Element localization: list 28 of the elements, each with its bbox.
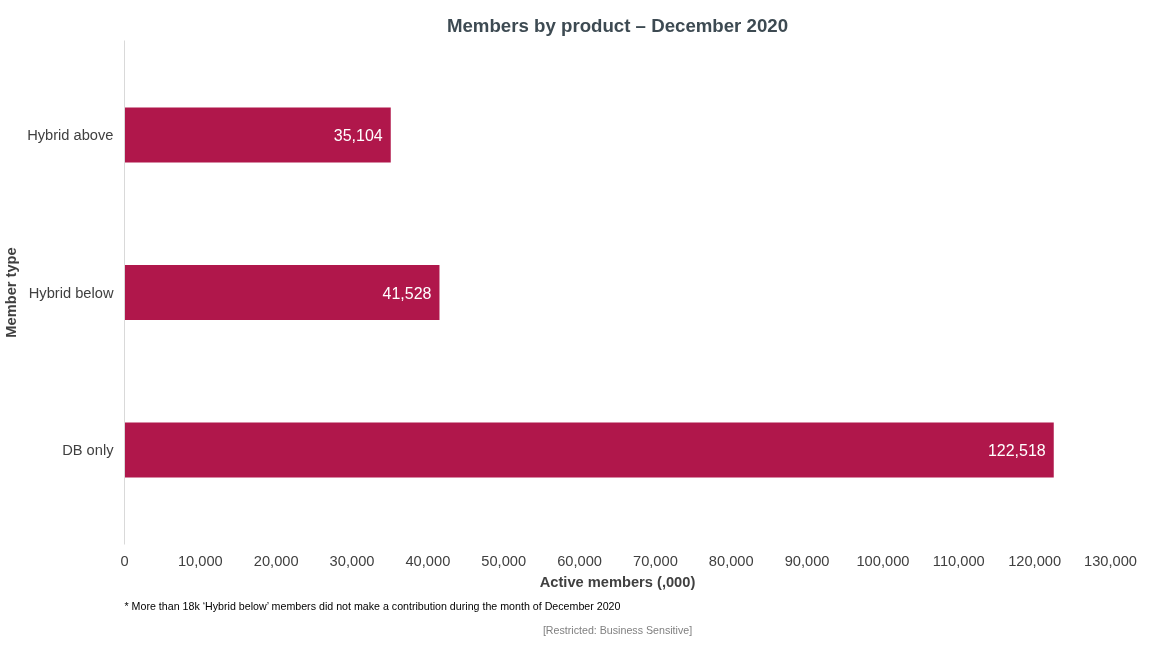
x-tick-label: 100,000: [856, 552, 910, 569]
x-tick-label: 110,000: [932, 552, 985, 569]
y-axis-title: Member type: [3, 247, 20, 338]
x-tick-label: 80,000: [708, 552, 754, 569]
x-axis-title: Active members (,000): [539, 573, 696, 590]
x-tick-label: 120,000: [1008, 552, 1062, 569]
x-tick-label: 10,000: [177, 552, 223, 569]
x-tick-label: 50,000: [481, 552, 527, 569]
data-label: 122,518: [987, 442, 1046, 459]
x-tick-label: 30,000: [329, 552, 375, 569]
data-label: 35,104: [333, 127, 383, 144]
x-tick-label: 70,000: [633, 552, 678, 569]
x-tick-label: 90,000: [784, 552, 830, 569]
y-tick-label: Hybrid below: [28, 284, 114, 301]
bar: [124, 422, 1054, 478]
text: [Restricted: Business Sensitive]: [542, 623, 693, 636]
x-tick-label: 20,000: [253, 552, 299, 569]
x-tick-label: 0: [120, 552, 129, 569]
text: * More than 18k ‘Hybrid below’ members did not make a contribution during the month of December 2020: [124, 599, 621, 612]
data-label: 41,528: [382, 284, 432, 302]
x-tick-label: 40,000: [405, 552, 451, 569]
y-tick-label: DB only: [62, 442, 115, 458]
x-tick-label: 130,000: [1084, 552, 1137, 569]
bar: [124, 264, 440, 321]
y-tick-label: Hybrid above: [27, 127, 114, 143]
bar: [124, 107, 391, 163]
chart-title: Members by product – December 2020: [446, 14, 789, 36]
x-tick-label: 60,000: [557, 552, 602, 569]
